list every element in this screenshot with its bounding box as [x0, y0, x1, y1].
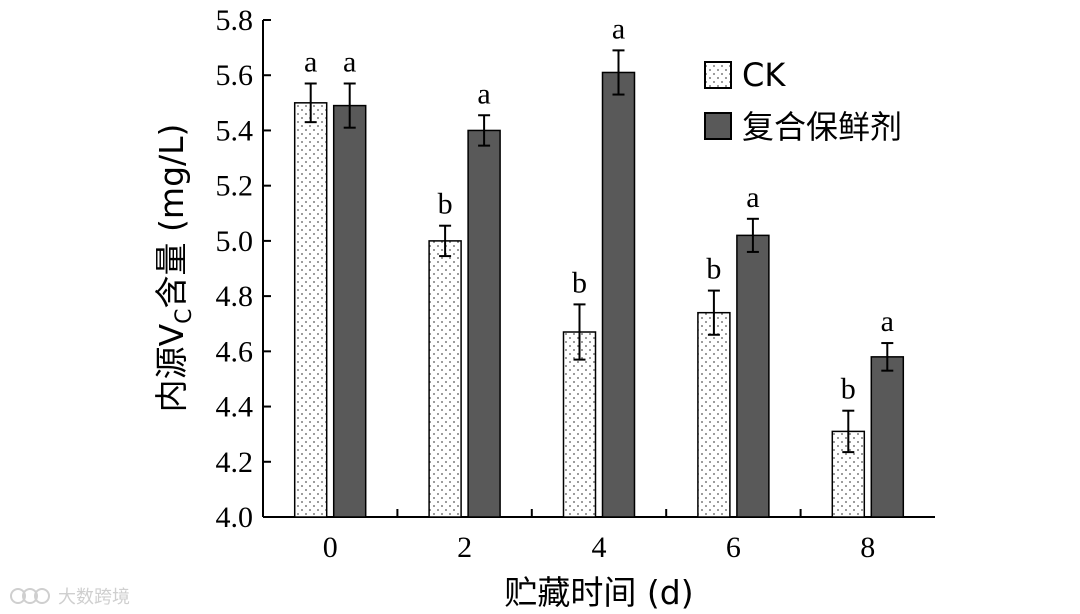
y-tick-label: 5.2 [216, 170, 254, 203]
y-ticks: 4.0 4.2 4.4 4.6 4.8 5.0 5.2 5.4 5.6 5.8 [216, 4, 271, 534]
significance-label: b [706, 253, 721, 286]
bar-ck [562, 331, 597, 518]
significance-label: a [881, 305, 894, 338]
y-tick-label: 4.2 [216, 446, 254, 479]
significance-label: a [304, 46, 317, 79]
y-tick-label: 4.8 [216, 280, 254, 313]
axes [262, 20, 935, 518]
y-tick-label: 5.6 [216, 59, 254, 92]
x-tick-label: 8 [860, 531, 875, 564]
y-tick-label: 4.4 [216, 391, 254, 424]
x-tick-label: 4 [592, 531, 607, 564]
bar-compound [332, 104, 367, 518]
significance-label: b [572, 266, 587, 299]
y-tick-label: 4.0 [216, 501, 254, 534]
legend-item-ck: CK [704, 56, 786, 94]
significance-label: b [841, 373, 856, 406]
bar-compound [736, 234, 770, 518]
legend-swatch-compound [704, 112, 732, 140]
watermark-logo-icon [10, 588, 50, 604]
y-tick-label: 5.0 [216, 225, 254, 258]
y-tick-label: 5.8 [216, 4, 254, 37]
legend-label-ck: CK [742, 56, 786, 94]
x-tick-label: 0 [323, 531, 338, 564]
significance-label: a [477, 77, 490, 110]
watermark: 大数跨境 [10, 587, 130, 608]
significance-label: a [343, 46, 356, 79]
significance-label: a [746, 181, 759, 214]
bar-ck [697, 311, 731, 518]
x-axis-title: 贮藏时间 (d) [504, 573, 693, 612]
bars [293, 71, 905, 518]
x-tick-label: 2 [457, 531, 472, 564]
significance-label: a [612, 12, 625, 45]
legend-item-compound: 复合保鲜剂 [704, 108, 902, 146]
y-tick-label: 4.6 [216, 335, 254, 368]
bar-compound [601, 71, 636, 518]
y-tick-label: 5.4 [216, 114, 254, 147]
legend: CK 复合保鲜剂 [704, 56, 902, 146]
y-axis-title: 内源VC含量 (mg/L) [152, 124, 197, 413]
error-bars [304, 49, 894, 454]
significance-label: b [438, 188, 453, 221]
x-tick-label: 6 [726, 531, 741, 564]
legend-label-compound: 复合保鲜剂 [742, 108, 902, 146]
watermark-text: 大数跨境 [58, 587, 130, 608]
x-ticks: 0 2 4 6 8 [323, 509, 875, 564]
legend-swatch-ck [704, 61, 732, 89]
bar-compound [467, 129, 501, 518]
bar-ck [293, 102, 328, 518]
bar-compound [870, 356, 905, 518]
bar-ck [428, 240, 462, 518]
